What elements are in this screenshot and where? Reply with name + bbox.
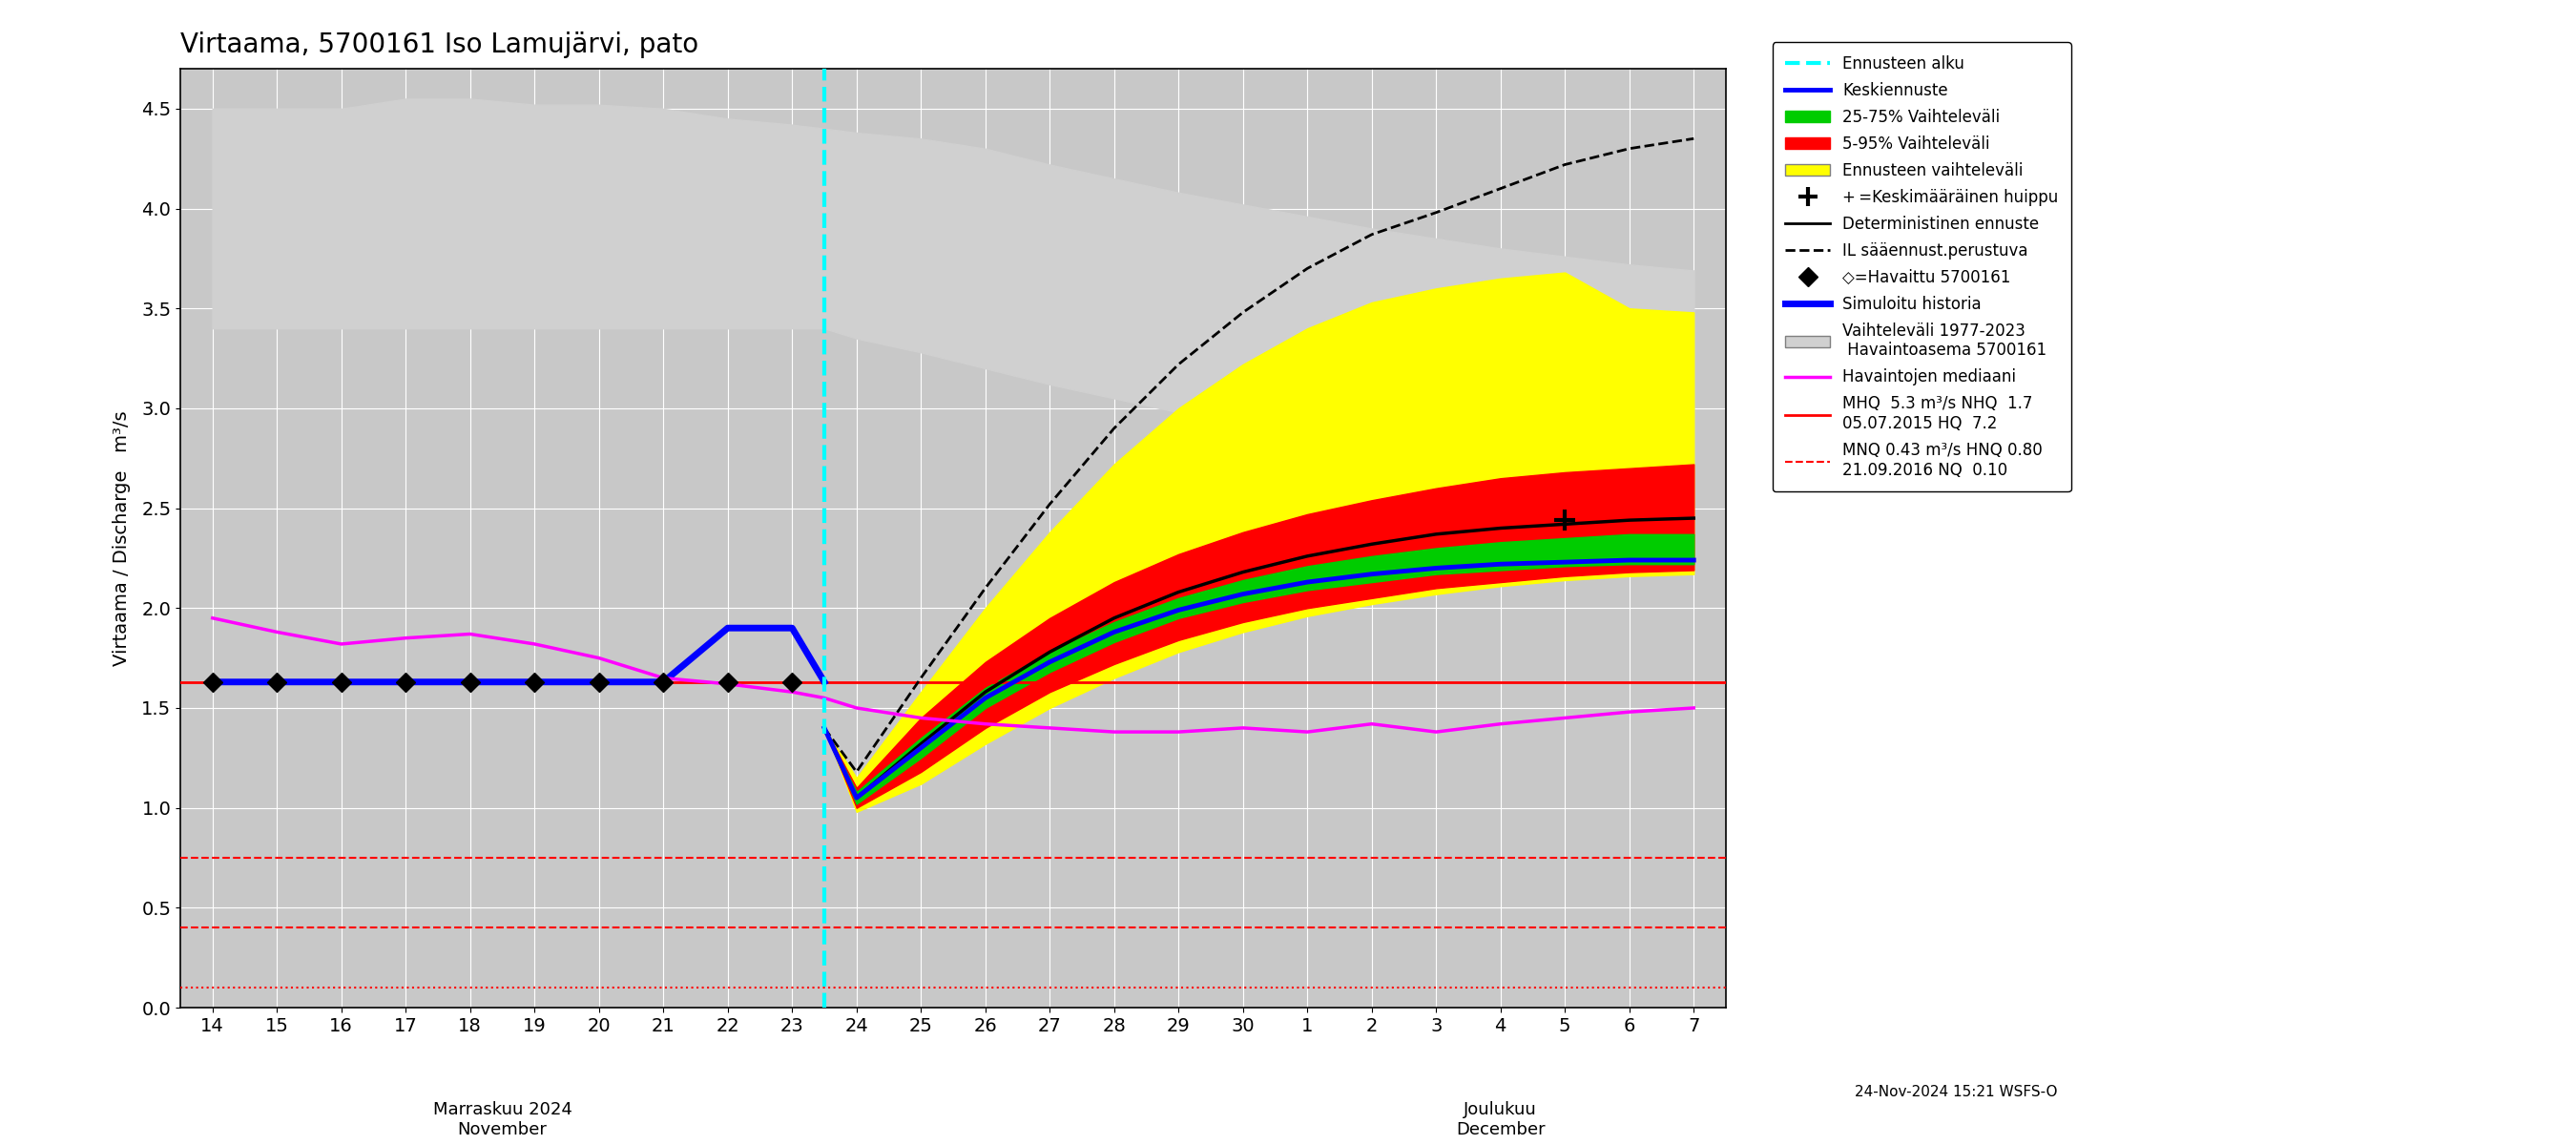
Text: Virtaama, 5700161 Iso Lamujärvi, pato: Virtaama, 5700161 Iso Lamujärvi, pato: [180, 32, 698, 58]
Text: 24-Nov-2024 15:21 WSFS-O: 24-Nov-2024 15:21 WSFS-O: [1855, 1085, 2058, 1099]
Legend: Ennusteen alku, Keskiennuste, 25-75% Vaihteleväli, 5-95% Vaihteleväli, Ennusteen: Ennusteen alku, Keskiennuste, 25-75% Vai…: [1772, 42, 2071, 491]
Text: Joulukuu
December: Joulukuu December: [1455, 1101, 1546, 1138]
Text: Marraskuu 2024
November: Marraskuu 2024 November: [433, 1101, 572, 1138]
Y-axis label: Virtaama / Discharge   m³/s: Virtaama / Discharge m³/s: [113, 410, 131, 666]
